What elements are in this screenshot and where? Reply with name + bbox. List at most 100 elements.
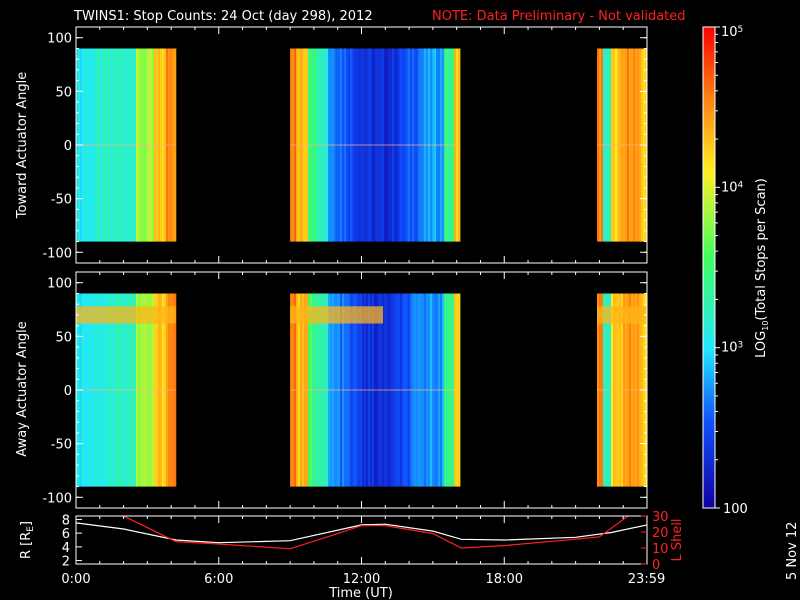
heatmap-column <box>430 48 433 242</box>
heatmap-column <box>418 48 421 242</box>
heatmap-column <box>404 48 407 242</box>
heatmap-column <box>615 293 618 487</box>
heatmap-column <box>601 293 604 487</box>
heatmap-column <box>398 293 401 487</box>
heatmap-column <box>312 293 315 487</box>
y-tick-label: 100 <box>47 32 72 47</box>
heatmap-column <box>597 293 600 487</box>
heatmap-column <box>396 48 399 242</box>
x-tick-label: 0:00 <box>61 572 90 587</box>
heatmap-band <box>290 306 383 324</box>
heatmap-column <box>605 293 608 487</box>
heatmap-column <box>310 48 313 242</box>
heatmap-column <box>629 48 632 242</box>
heatmap-column <box>625 48 628 242</box>
heatmap-column <box>627 48 630 242</box>
heatmap-column <box>320 293 323 487</box>
heatmap-column <box>98 48 101 242</box>
heatmap-column <box>356 48 359 242</box>
heatmap-column <box>444 293 447 487</box>
heatmap-column <box>308 48 311 242</box>
heatmap-column <box>142 48 145 242</box>
heatmap-column <box>308 293 311 487</box>
heatmap-column <box>146 293 149 487</box>
heatmap-column <box>364 293 367 487</box>
heatmap-column <box>340 293 343 487</box>
panel-toward: 100 50 0 -50 -100 Toward Actuator Angle <box>15 26 648 264</box>
heatmap-column <box>454 293 457 487</box>
heatmap-column <box>432 48 435 242</box>
x-tick-label: 18:00 <box>486 572 523 587</box>
heatmap-column <box>607 48 610 242</box>
heatmap-column <box>144 48 147 242</box>
heatmap-column <box>82 293 85 487</box>
heatmap-column <box>623 293 626 487</box>
heatmap-column <box>136 293 139 487</box>
heatmap-column <box>84 48 87 242</box>
x-tick-label: 23:59 <box>628 572 665 587</box>
heatmap-column <box>428 48 431 242</box>
heatmap-column <box>424 48 427 242</box>
heatmap-column <box>140 293 143 487</box>
heatmap-column <box>374 293 377 487</box>
heatmap-column <box>621 48 624 242</box>
heatmap-column <box>336 293 339 487</box>
heatmap-column <box>140 48 143 242</box>
heatmap-column <box>372 293 375 487</box>
heatmap-column <box>597 48 600 242</box>
heatmap-column <box>326 293 329 487</box>
heatmap-column <box>637 48 640 242</box>
heatmap-column <box>362 48 365 242</box>
heatmap-column <box>416 293 419 487</box>
heatmap-column <box>344 293 347 487</box>
ylabel-lshell: L Shell <box>670 518 685 561</box>
heatmap-column <box>316 293 319 487</box>
heatmap-column <box>94 48 97 242</box>
heatmap-column <box>420 293 423 487</box>
heatmap-column <box>388 293 391 487</box>
x-tick-label: 12:00 <box>343 572 380 587</box>
heatmap-column <box>633 293 636 487</box>
y-tick-label: -100 <box>42 491 72 506</box>
heatmap-column <box>434 293 437 487</box>
heatmap-column <box>134 293 137 487</box>
heatmap-column <box>314 293 317 487</box>
heatmap-column <box>120 48 123 242</box>
heatmap-column <box>100 48 103 242</box>
heatmap-column <box>635 48 638 242</box>
heatmap-away <box>76 293 648 487</box>
heatmap-column <box>342 293 345 487</box>
heatmap-column <box>306 293 309 487</box>
heatmap-column <box>94 293 97 487</box>
heatmap-column <box>398 48 401 242</box>
heatmap-column <box>86 293 89 487</box>
heatmap-column <box>633 48 636 242</box>
colorbar-ticks: 105 104 103 100 <box>715 25 748 517</box>
heatmap-column <box>152 293 155 487</box>
heatmap-column <box>384 48 387 242</box>
heatmap-column <box>114 48 117 242</box>
heatmap-column <box>392 293 395 487</box>
heatmap-column <box>422 48 425 242</box>
heatmap-column <box>350 48 353 242</box>
heatmap-column <box>112 293 115 487</box>
heatmap-column <box>394 293 397 487</box>
colorbar-scale <box>702 26 716 509</box>
y-tick-label: 0 <box>64 384 72 399</box>
heatmap-column <box>432 293 435 487</box>
heatmap-column <box>166 48 169 242</box>
y-tick-label: -50 <box>51 438 72 453</box>
heatmap-column <box>106 48 109 242</box>
heatmap-column <box>344 48 347 242</box>
heatmap-column <box>426 293 429 487</box>
heatmap-column <box>406 293 409 487</box>
heatmap-column <box>440 48 443 242</box>
heatmap-column <box>386 293 389 487</box>
lshell-tick-label: 0 <box>652 558 660 573</box>
heatmap-column <box>170 48 173 242</box>
heatmap-column <box>605 48 608 242</box>
heatmap-column <box>164 48 167 242</box>
heatmap-column <box>332 293 335 487</box>
colorbar: 105 104 103 100 LOG10(Total Stops per Scan) <box>702 25 770 517</box>
heatmap-column <box>322 293 325 487</box>
